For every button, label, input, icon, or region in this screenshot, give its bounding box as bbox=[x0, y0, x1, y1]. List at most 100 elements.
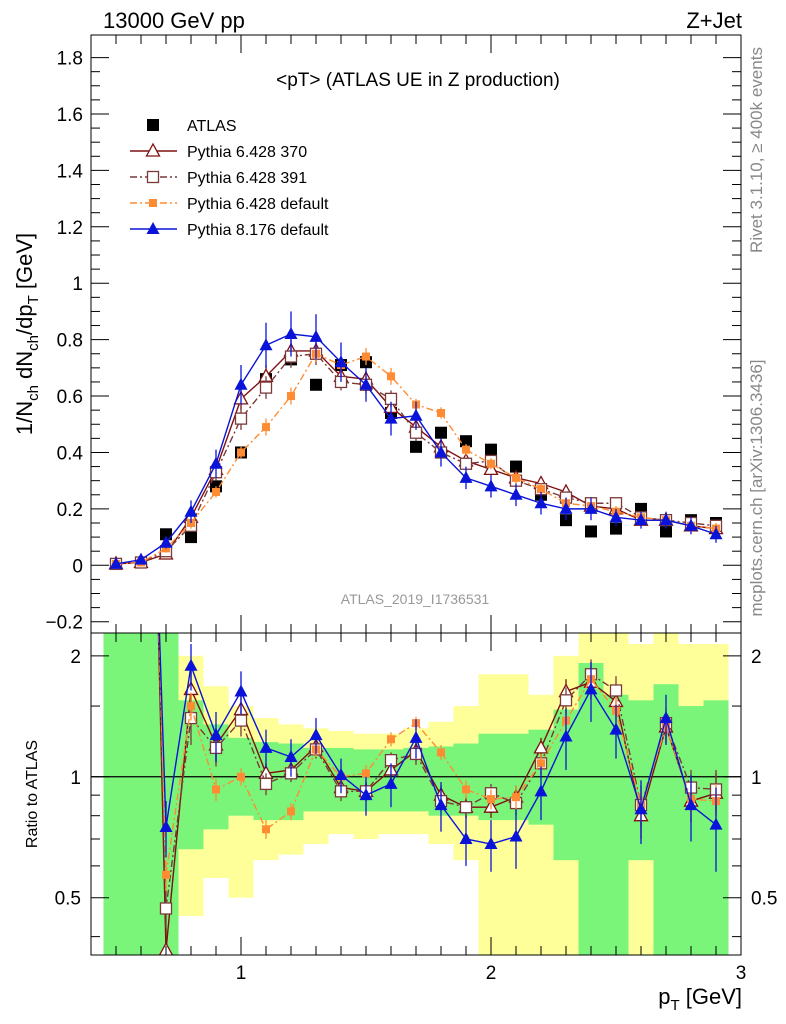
ratio-point bbox=[609, 722, 623, 735]
data-point bbox=[559, 501, 573, 514]
series-pythia-6-428-391 bbox=[109, 342, 723, 571]
band-bin bbox=[128, 633, 154, 955]
data-point bbox=[212, 487, 220, 496]
ratio-point bbox=[634, 802, 648, 815]
ratio-point bbox=[187, 702, 195, 711]
ratio-ytick-label-right: 2 bbox=[751, 647, 762, 668]
main-ylabel: 1/Nch dNch/dpT [GeV] bbox=[12, 233, 42, 435]
ratio-point bbox=[709, 817, 723, 830]
ratio-line bbox=[158, 633, 717, 845]
ratio-panel: 0.5 0.5 1 1 2 2 1 2 3 Ratio to ATLAS pT [GeV] bbox=[24, 632, 777, 1014]
ratio-point bbox=[184, 658, 198, 671]
ratio-point bbox=[259, 777, 273, 791]
data-point bbox=[134, 552, 148, 565]
legend-label: Pythia 6.428 default bbox=[187, 196, 329, 213]
ratio-ytick-label: 0.5 bbox=[55, 889, 81, 910]
ratio-point bbox=[437, 748, 445, 757]
ratio-point bbox=[409, 730, 423, 743]
ratio-point bbox=[509, 829, 523, 842]
data-point bbox=[634, 513, 648, 526]
legend: ATLAS Pythia 6.428 370 Pythia 6.428 391 Pyt… bbox=[130, 118, 329, 239]
data-point bbox=[659, 513, 673, 526]
data-point bbox=[459, 470, 473, 483]
ratio-point bbox=[609, 684, 623, 697]
ratio-point bbox=[237, 772, 245, 781]
ratio-point bbox=[584, 682, 598, 695]
ratio-xtick-label: 2 bbox=[486, 963, 497, 984]
data-point bbox=[359, 377, 373, 390]
data-point bbox=[259, 338, 273, 351]
band-bin bbox=[103, 633, 129, 955]
data-point bbox=[209, 456, 223, 469]
ratio-point bbox=[287, 807, 295, 816]
main-ytick-label: 1.2 bbox=[57, 218, 83, 239]
legend-item: ATLAS bbox=[147, 118, 237, 135]
main-ytick-label: 0.8 bbox=[57, 331, 83, 352]
data-point bbox=[287, 392, 295, 401]
ratio-point bbox=[484, 837, 498, 850]
ratio-point bbox=[434, 798, 448, 811]
ratio-point bbox=[334, 768, 348, 781]
data-point bbox=[585, 525, 597, 538]
series-line bbox=[115, 352, 717, 565]
data-point bbox=[537, 485, 545, 494]
rivet-label: Rivet 3.1.10, ≥ 400k events bbox=[747, 47, 766, 253]
legend-marker bbox=[146, 222, 160, 234]
ratio-ytick-label: 1 bbox=[70, 768, 81, 789]
data-point bbox=[410, 440, 422, 453]
ratio-point bbox=[387, 735, 395, 744]
main-ytick-label: 1.6 bbox=[57, 105, 83, 126]
data-point bbox=[487, 459, 495, 468]
legend-marker bbox=[147, 119, 159, 131]
ratio-point bbox=[309, 728, 323, 741]
ratio-line bbox=[158, 633, 717, 909]
data-point bbox=[684, 518, 698, 531]
legend-label: Pythia 6.428 391 bbox=[187, 170, 307, 187]
data-point bbox=[259, 381, 273, 394]
ratio-series-layer bbox=[157, 633, 724, 955]
ratio-point bbox=[212, 785, 220, 794]
ratio-point bbox=[209, 728, 223, 741]
main-panel: −0.2 0 0.2 0.4 0.6 0.8 1 1.2 1.4 1.6 1.8 <pT> (ATL… bbox=[12, 34, 742, 634]
ratio-point bbox=[384, 776, 398, 789]
ratio-point bbox=[234, 714, 248, 727]
legend-item: Pythia 6.428 370 bbox=[130, 142, 307, 161]
data-point bbox=[159, 535, 173, 548]
ratio-ylabel: Ratio to ATLAS bbox=[24, 740, 41, 848]
x-axis-label: pT [GeV] bbox=[658, 984, 742, 1014]
series-pythia-6-428-370 bbox=[108, 339, 724, 570]
ratio-point bbox=[459, 831, 473, 844]
series-line bbox=[115, 350, 717, 565]
ratio-ytick-label-right: 0.5 bbox=[751, 889, 777, 910]
ratio-point bbox=[162, 870, 170, 879]
ratio-point bbox=[284, 750, 298, 763]
ratio-point bbox=[512, 793, 520, 802]
ratio-point bbox=[559, 694, 573, 707]
data-point bbox=[160, 528, 172, 541]
series-pythia-6-428-default bbox=[112, 345, 720, 568]
data-point bbox=[484, 479, 498, 492]
data-point bbox=[509, 487, 523, 500]
ratio-point bbox=[487, 795, 495, 804]
data-point bbox=[485, 443, 497, 456]
ratio-series-pythia-8-176-default bbox=[158, 633, 723, 872]
main-ytick-label: 1.4 bbox=[57, 161, 84, 182]
legend-marker bbox=[149, 199, 157, 207]
data-point bbox=[184, 504, 198, 517]
legend-item: Pythia 6.428 default bbox=[130, 196, 329, 213]
legend-item: Pythia 8.176 default bbox=[130, 222, 329, 239]
main-ytick-label: 0 bbox=[72, 556, 83, 577]
data-point bbox=[460, 435, 472, 448]
main-ytick-label: 1 bbox=[72, 274, 83, 295]
ratio-point bbox=[459, 801, 473, 814]
main-ytick-label: 0.4 bbox=[57, 443, 84, 464]
data-point bbox=[262, 423, 270, 432]
data-point bbox=[284, 327, 298, 339]
data-point bbox=[434, 445, 448, 458]
ratio-xtick-label: 1 bbox=[236, 963, 247, 984]
main-ytick-label: 0.6 bbox=[57, 387, 83, 408]
legend-item: Pythia 6.428 391 bbox=[130, 170, 307, 187]
data-point bbox=[234, 377, 248, 390]
ratio-ytick-label-right: 1 bbox=[751, 768, 762, 789]
